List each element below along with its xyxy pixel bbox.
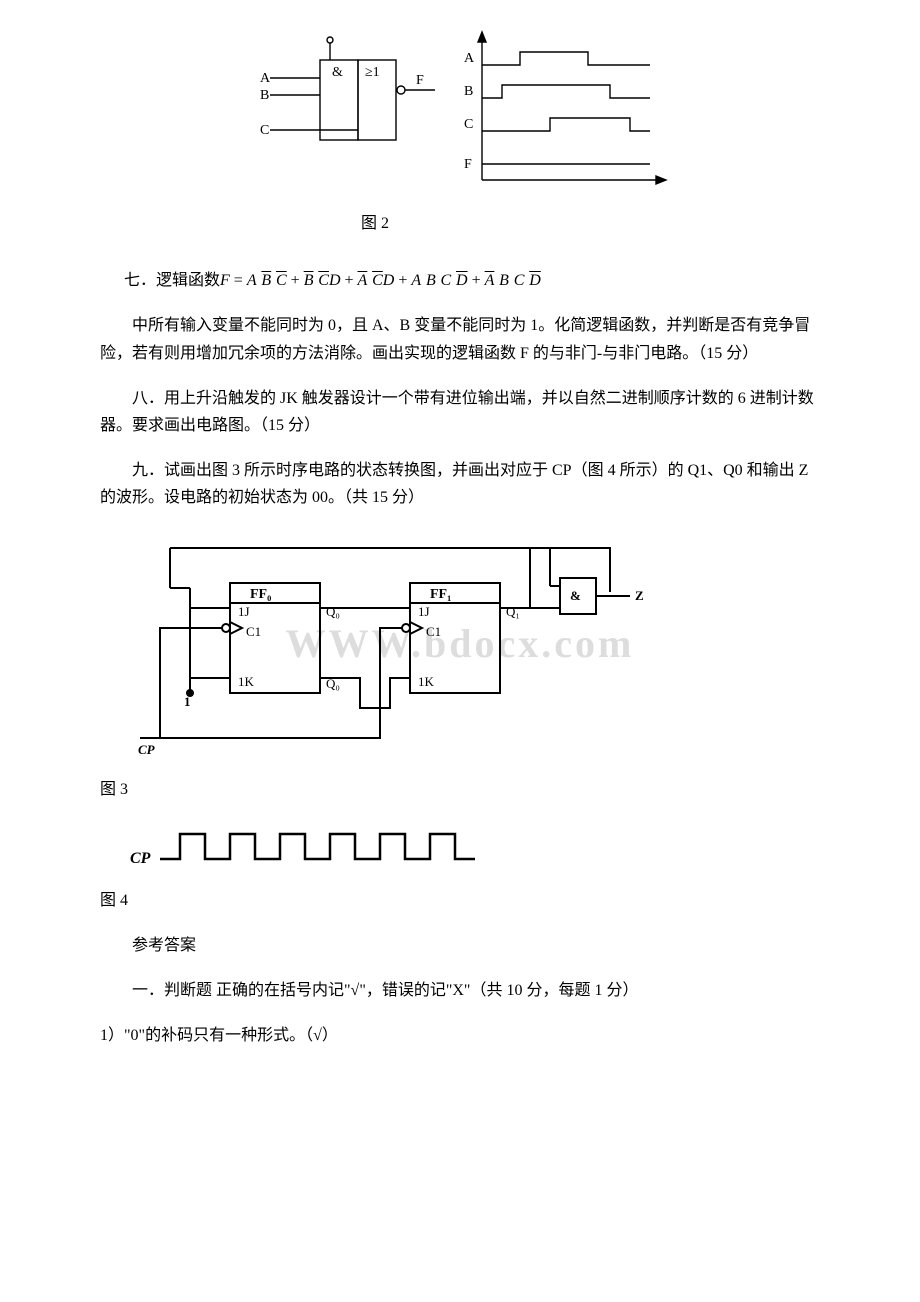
figure-4-caption: 图 4 bbox=[100, 887, 820, 914]
q7-body: 中所有输入变量不能同时为 0，且 A、B 变量不能同时为 1。化简逻辑函数，并判… bbox=[100, 312, 820, 366]
fig2-or-symbol: ≥1 bbox=[365, 65, 380, 80]
fig3-Q0: Q₀ bbox=[326, 604, 340, 619]
fig2-label-F: F bbox=[416, 73, 424, 88]
fig3-FF0: FF₀ bbox=[250, 587, 271, 602]
fig2-t-F: F bbox=[464, 157, 472, 172]
fig3-one: 1 bbox=[184, 694, 191, 709]
figure-2-caption: 图 2 bbox=[0, 210, 820, 237]
fig3-K1: 1K bbox=[418, 674, 435, 689]
fig2-and-symbol: & bbox=[332, 65, 343, 80]
fig4-CP: CP bbox=[130, 850, 151, 867]
q7-lead: 七．逻辑函数 bbox=[124, 272, 220, 289]
figure-3-caption: 图 3 bbox=[100, 776, 820, 803]
q8-text: 八．用上升沿触发的 JK 触发器设计一个带有进位输出端，并以自然二进制顺序计数的… bbox=[100, 385, 820, 439]
fig3-and: & bbox=[570, 588, 581, 603]
fig2-label-C: C bbox=[260, 123, 269, 138]
fig3-Z: Z bbox=[635, 588, 644, 603]
fig3-FF1: FF₁ bbox=[430, 587, 451, 602]
fig3-J0: 1J bbox=[238, 604, 250, 619]
figure-4-svg: CP bbox=[130, 819, 490, 869]
fig3-Q1: Q₁ bbox=[506, 604, 520, 619]
fig3-C1: C1 bbox=[426, 624, 441, 639]
fig3-CP: CP bbox=[138, 742, 156, 757]
q7-formula-line: 七．逻辑函数F = ABC + BCD + ACD + ABCD + ABCD bbox=[100, 267, 820, 294]
answers-heading: 参考答案 bbox=[100, 932, 820, 959]
fig3-Q0b: Q̄₀ bbox=[326, 676, 340, 691]
fig2-label-B: B bbox=[260, 88, 269, 103]
fig2-label-A: A bbox=[260, 71, 271, 86]
section1-heading: 一．判断题 正确的在括号内记"√"，错误的记"X"（共 10 分，每题 1 分） bbox=[100, 977, 820, 1004]
figure-3-svg: FF₀ FF₁ 1J C1 1K 1J C1 1K Q₀ Q̄₀ Q₁ & Z … bbox=[130, 528, 650, 758]
fig3-J1: 1J bbox=[418, 604, 430, 619]
answer-item-1: 1）"0"的补码只有一种形式。（√） bbox=[100, 1022, 820, 1049]
fig3-K0: 1K bbox=[238, 674, 255, 689]
q9-text: 九．试画出图 3 所示时序电路的状态转换图，并画出对应于 CP（图 4 所示）的… bbox=[100, 457, 820, 511]
fig2-t-B: B bbox=[464, 84, 473, 99]
fig2-t-C: C bbox=[464, 117, 473, 132]
figure-2-svg: A B C & ≥1 F A B C F bbox=[250, 30, 670, 200]
fig3-C0: C1 bbox=[246, 624, 261, 639]
fig2-t-A: A bbox=[464, 51, 475, 66]
